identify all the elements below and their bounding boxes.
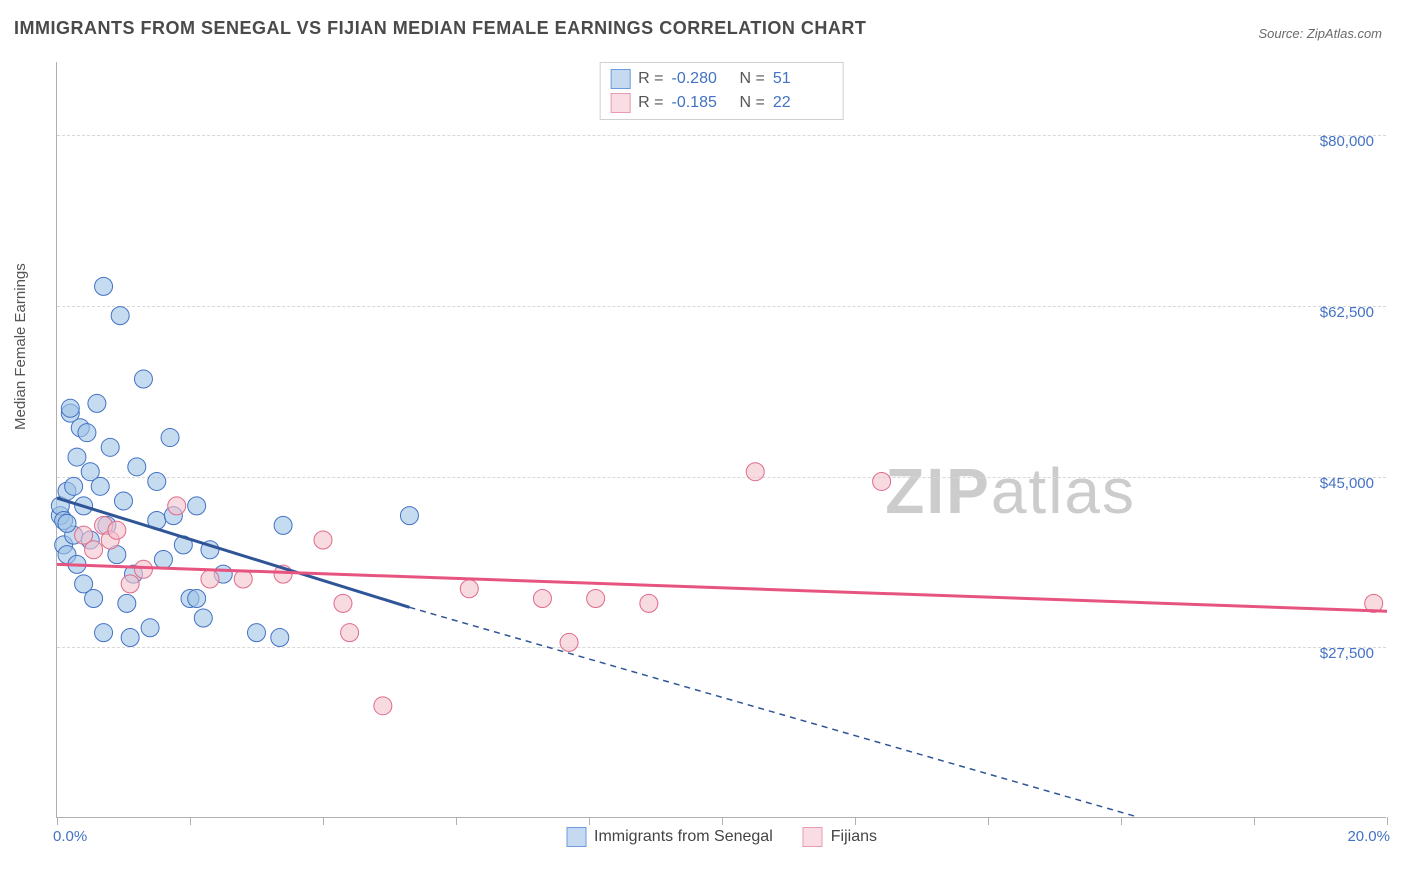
data-point xyxy=(115,492,133,510)
data-point xyxy=(121,629,139,647)
ytick-label: $45,000 xyxy=(1320,475,1374,492)
data-point xyxy=(188,497,206,515)
data-point xyxy=(400,507,418,525)
xtick xyxy=(57,817,58,825)
chart-title: IMMIGRANTS FROM SENEGAL VS FIJIAN MEDIAN… xyxy=(14,18,866,39)
data-point xyxy=(111,307,129,325)
trend-line-dashed xyxy=(409,607,1134,816)
data-point xyxy=(248,624,266,642)
data-point xyxy=(134,370,152,388)
data-point xyxy=(161,429,179,447)
source-attribution: Source: ZipAtlas.com xyxy=(1258,26,1382,41)
data-point xyxy=(91,477,109,495)
xtick-label-max: 20.0% xyxy=(1347,828,1390,845)
data-point xyxy=(58,514,76,532)
xtick-label-min: 0.0% xyxy=(53,828,87,845)
data-point xyxy=(341,624,359,642)
legend-series-item: Immigrants from Senegal xyxy=(566,827,773,847)
data-point xyxy=(587,590,605,608)
y-axis-label: Median Female Earnings xyxy=(12,263,29,430)
data-point xyxy=(108,521,126,539)
legend-series: Immigrants from Senegal Fijians xyxy=(566,827,877,847)
data-point xyxy=(88,394,106,412)
xtick xyxy=(855,817,856,825)
data-point xyxy=(746,463,764,481)
xtick xyxy=(589,817,590,825)
legend-series-label: Immigrants from Senegal xyxy=(594,828,773,846)
legend-swatch xyxy=(803,827,823,847)
legend-series-item: Fijians xyxy=(803,827,877,847)
data-point xyxy=(95,624,113,642)
data-point xyxy=(154,550,172,568)
data-point xyxy=(148,472,166,490)
data-point xyxy=(533,590,551,608)
data-point xyxy=(873,472,891,490)
legend-swatch xyxy=(566,827,586,847)
stat-n-label: N = xyxy=(740,70,765,88)
legend-series-label: Fijians xyxy=(831,828,877,846)
data-point xyxy=(194,609,212,627)
data-point xyxy=(128,458,146,476)
data-point xyxy=(314,531,332,549)
ytick-label: $80,000 xyxy=(1320,133,1374,150)
xtick xyxy=(988,817,989,825)
data-point xyxy=(234,570,252,588)
data-point xyxy=(118,594,136,612)
xtick xyxy=(1254,817,1255,825)
data-point xyxy=(134,560,152,578)
xtick xyxy=(190,817,191,825)
stat-n-label: N = xyxy=(740,94,765,112)
data-point xyxy=(274,516,292,534)
stat-n-value: 51 xyxy=(773,70,833,88)
data-point xyxy=(65,477,83,495)
stat-n-value: 22 xyxy=(773,94,833,112)
xtick xyxy=(722,817,723,825)
data-point xyxy=(201,570,219,588)
data-point xyxy=(141,619,159,637)
xtick xyxy=(323,817,324,825)
data-point xyxy=(101,438,119,456)
data-point xyxy=(188,590,206,608)
data-point xyxy=(374,697,392,715)
xtick xyxy=(1387,817,1388,825)
stat-r-label: R = xyxy=(638,70,663,88)
xtick xyxy=(456,817,457,825)
trend-line xyxy=(57,564,1387,611)
data-point xyxy=(271,629,289,647)
data-point xyxy=(121,575,139,593)
legend-stats-box: R = -0.280 N = 51 R = -0.185 N = 22 xyxy=(599,62,844,120)
stat-r-value: -0.185 xyxy=(672,94,732,112)
legend-swatch xyxy=(610,69,630,89)
ytick-label: $27,500 xyxy=(1320,645,1374,662)
stat-r-label: R = xyxy=(638,94,663,112)
data-point xyxy=(460,580,478,598)
legend-swatch xyxy=(610,93,630,113)
data-point xyxy=(334,594,352,612)
legend-stats-row: R = -0.185 N = 22 xyxy=(610,91,833,115)
data-point xyxy=(85,541,103,559)
data-point xyxy=(640,594,658,612)
data-point xyxy=(168,497,186,515)
scatter-svg xyxy=(57,62,1386,817)
ytick-label: $62,500 xyxy=(1320,304,1374,321)
data-point xyxy=(95,277,113,295)
data-point xyxy=(78,424,96,442)
stat-r-value: -0.280 xyxy=(672,70,732,88)
data-point xyxy=(560,633,578,651)
plot-area: ZIPatlas R =-0.280N =51R =-0.185N =22 Im… xyxy=(56,62,1386,818)
data-point xyxy=(61,399,79,417)
xtick xyxy=(1121,817,1122,825)
data-point xyxy=(68,448,86,466)
data-point xyxy=(85,590,103,608)
legend-stats-row: R = -0.280 N = 51 xyxy=(610,67,833,91)
